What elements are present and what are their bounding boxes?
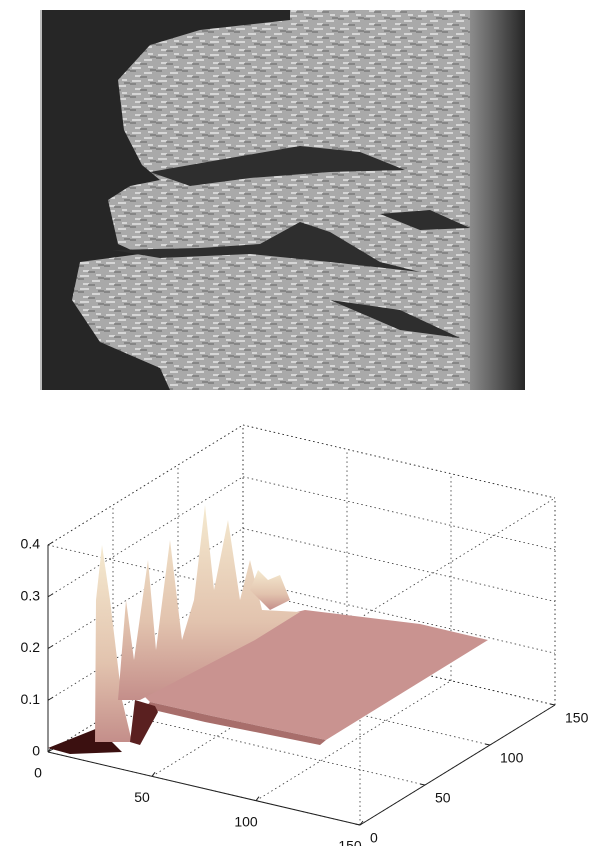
tick-mark — [151, 772, 156, 777]
y-tick-label: 100 — [500, 750, 524, 766]
box-edge — [359, 497, 556, 619]
x-tick-label: 100 — [234, 813, 258, 829]
tick-mark — [359, 820, 364, 826]
z-tick-label: 0 — [32, 743, 40, 759]
z-tick-label: 0.2 — [21, 639, 41, 655]
grid-line — [242, 424, 556, 499]
texture-image — [40, 10, 525, 390]
tick-mark — [549, 703, 556, 706]
box-edge — [242, 424, 556, 499]
x-axis — [47, 751, 361, 826]
tick-mark — [47, 593, 54, 598]
tick-mark — [419, 783, 426, 786]
surface — [48, 505, 488, 754]
tick-mark — [47, 541, 54, 546]
tick-mark — [47, 645, 54, 649]
tick-mark — [47, 696, 54, 701]
tick-mark — [47, 748, 54, 753]
y-tick-label: 50 — [435, 790, 451, 806]
x-tick-label: 0 — [34, 765, 42, 781]
plot-3d: 0 50 100 150 0 50 100 150 0 0.1 0.2 0.3 0.4 — [21, 424, 589, 846]
tick-mark — [354, 823, 361, 826]
tick-mark — [484, 743, 491, 746]
y-tick-label: 150 — [565, 710, 589, 726]
x-tick-label: 50 — [134, 789, 150, 805]
z-tick-label: 0.4 — [21, 536, 41, 552]
tick-mark — [255, 796, 260, 801]
grid-line — [242, 528, 556, 602]
grid-line — [242, 476, 556, 551]
z-tick-label: 0.3 — [21, 587, 41, 603]
grid-line — [47, 424, 244, 546]
z-tick-label: 0.1 — [21, 691, 41, 707]
x-tick-label: 150 — [338, 838, 362, 846]
y-tick-label: 0 — [370, 830, 378, 846]
y-axis — [359, 704, 556, 826]
